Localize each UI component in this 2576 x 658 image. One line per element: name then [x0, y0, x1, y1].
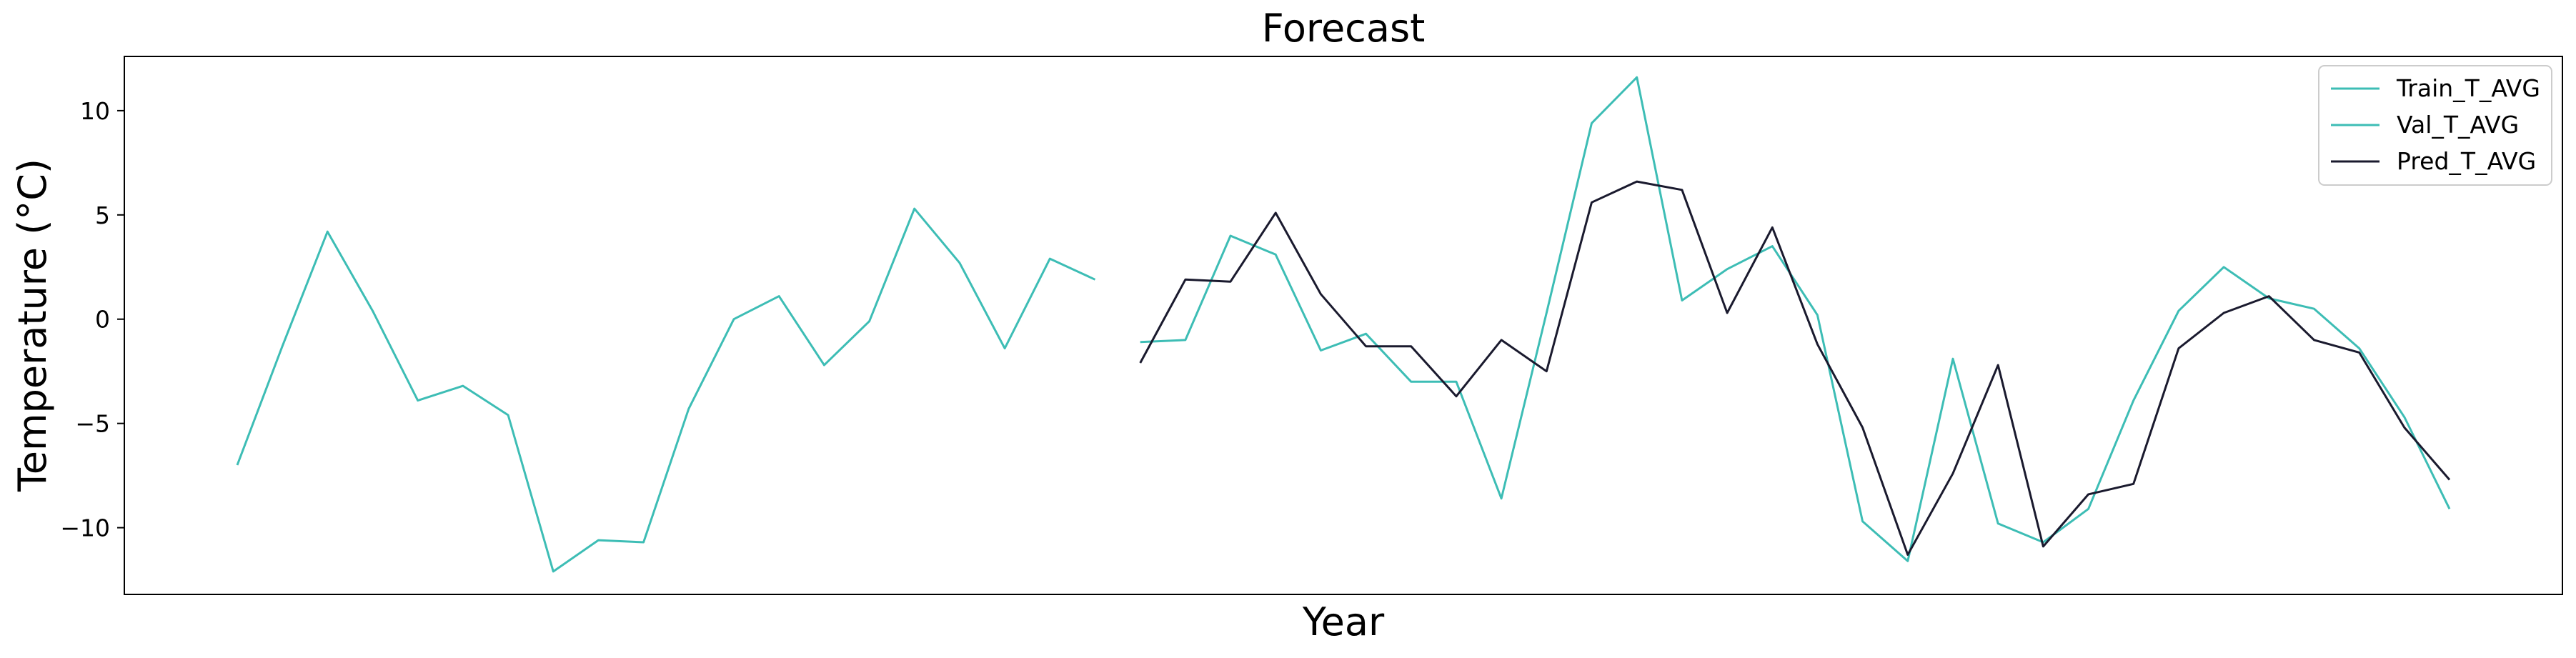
y-tick-label: 10	[80, 97, 110, 125]
series-layer	[236, 76, 2451, 573]
y-axis: 10 5 0 −5 −10	[60, 97, 124, 542]
y-tick-label: −5	[75, 410, 110, 438]
legend-label-val-t-avg: Val_T_AVG	[2397, 111, 2519, 139]
y-tick-label: 0	[95, 306, 110, 334]
series-line-train-t-avg	[236, 207, 1096, 573]
legend-box	[2318, 65, 2552, 186]
legend-label-train-t-avg: Train_T_AVG	[2396, 74, 2540, 102]
plot-area	[124, 56, 2563, 595]
legend-label-pred-t-avg: Pred_T_AVG	[2397, 147, 2536, 175]
y-tick-label: 5	[95, 201, 110, 229]
legend: Train_T_AVG Val_T_AVG Pred_T_AVG	[2318, 65, 2552, 186]
x-axis-label: Year	[1302, 599, 1385, 644]
series-line-pred-t-avg	[1139, 180, 2451, 556]
y-axis-label: Temperature (°C)	[10, 159, 55, 492]
chart-title: Forecast	[1262, 6, 1426, 51]
y-tick-label: −10	[60, 514, 110, 542]
